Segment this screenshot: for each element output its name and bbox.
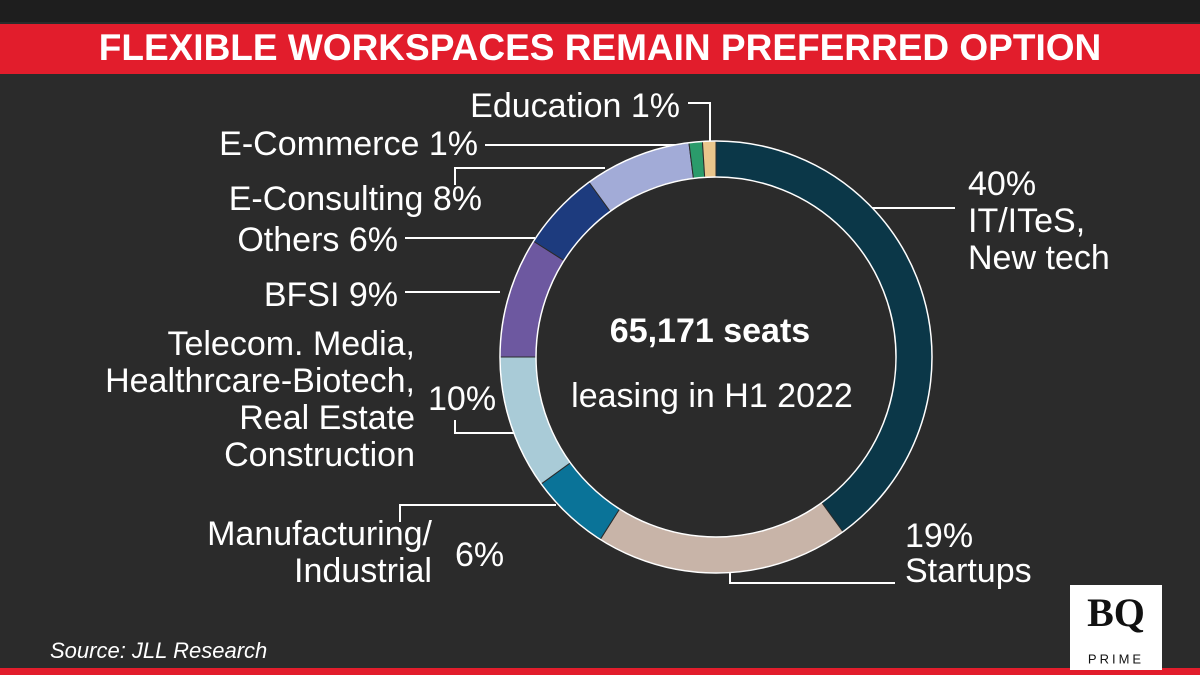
donut-segment <box>588 142 694 213</box>
ring-outline <box>535 176 897 538</box>
value-label: 6% <box>348 221 398 259</box>
value-label: 1% <box>630 87 680 125</box>
donut-segment <box>499 240 565 358</box>
slice-label: E-Consulting 8% <box>229 181 482 218</box>
bottom-band <box>0 668 1200 675</box>
logo: BQ <box>1087 590 1145 635</box>
source: Source: JLL Research <box>50 638 267 663</box>
slice-label: Education 1% <box>470 88 680 125</box>
value-label: 1% <box>428 125 478 163</box>
category-name: E-Consulting <box>228 180 424 218</box>
category-name: Education <box>470 87 622 125</box>
center-subtitle: leasing in H1 2022 <box>571 377 853 415</box>
slice-label: Others 6% <box>237 222 398 259</box>
category-name: IT/ITeS, New tech <box>968 202 1110 277</box>
center-title: 65,171 seats <box>610 312 810 350</box>
title: FLEXIBLE WORKSPACES REMAIN PREFERRED OPT… <box>99 27 1102 68</box>
category-name: Others <box>237 221 340 259</box>
value-label: 10% <box>428 380 497 418</box>
leader-lines <box>399 102 955 584</box>
top-strip <box>0 0 1200 22</box>
title-band <box>0 24 1200 74</box>
donut-segment <box>701 140 717 178</box>
donut-segment <box>499 356 572 485</box>
category-name: Startups <box>905 552 1032 590</box>
logo-sub: PRIME <box>1088 651 1144 666</box>
category-name: Telecom. Media, Healthrcare-Biotech, Rea… <box>105 325 415 474</box>
value-label: 8% <box>432 180 482 218</box>
value-label: 9% <box>348 276 398 314</box>
value-label: 40% <box>968 165 1037 203</box>
logo-box <box>1070 585 1162 670</box>
category-name: Manufacturing/ Industrial <box>207 515 432 590</box>
category-name: BFSI <box>263 276 340 314</box>
slice-label: BFSI 9% <box>264 277 398 314</box>
value-label: 19% <box>905 517 974 555</box>
ring-outline <box>499 140 933 574</box>
slice-label: E-Commerce 1% <box>219 126 478 163</box>
value-label: 6% <box>455 536 505 574</box>
category-name: E-Commerce <box>219 125 420 163</box>
